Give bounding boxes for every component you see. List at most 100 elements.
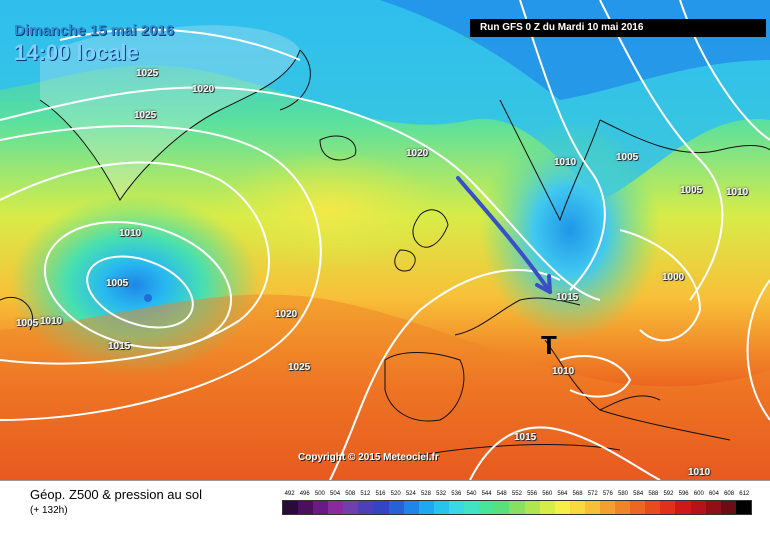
scale-swatch [539,501,555,514]
scale-swatch [373,501,389,514]
scale-swatch [720,501,736,514]
scale-label: 528 [420,491,431,497]
model-run-banner: Run GFS 0 Z du Mardi 10 mai 2016 [470,19,766,37]
scale-label: 556 [527,491,538,497]
isobar-label: 1000 [662,272,685,283]
scale-swatch [479,501,495,514]
scale-ticks: 492 496 500 504 508 512 516 520 524 528 532 536 540 5… [282,489,752,500]
scale-label: 500 [314,491,325,497]
scale-swatch [645,501,661,514]
scale-label: 492 [284,491,295,497]
isobar-label: 1015 [514,432,537,443]
scale-swatch [660,501,676,514]
scale-swatches [282,500,752,515]
scale-label: 508 [345,491,356,497]
scale-label: 496 [299,491,310,497]
scale-label: 596 [678,491,689,497]
low-pressure-marker: T [541,330,557,360]
scale-label: 544 [481,491,492,497]
scale-swatch [388,501,404,514]
legend-panel: Géop. Z500 & pression au sol (+ 132h) 49… [0,480,770,542]
scale-swatch [584,501,600,514]
scale-swatch [358,501,374,514]
isobar-label: 1010 [552,366,575,377]
scale-label: 592 [663,491,674,497]
low-center [144,294,152,302]
scale-label: 572 [587,491,598,497]
isobar-label: 1010 [40,316,63,327]
trajectory-arrow [456,176,552,294]
scale-swatch [705,501,721,514]
scale-swatch [675,501,691,514]
scale-label: 516 [375,491,386,497]
isobar-label: 1025 [288,362,311,373]
scale-label: 576 [602,491,613,497]
scale-swatch [524,501,540,514]
isobar-label: 1025 [134,110,157,121]
greenland [40,25,300,200]
color-scale: 492 496 500 504 508 512 516 520 524 528 532 536 540 5… [282,489,752,515]
scale-swatch [283,501,299,514]
scale-label: 524 [405,491,416,497]
isobar-label: 1015 [556,292,579,303]
scale-swatch [569,501,585,514]
scale-label: 504 [330,491,341,497]
legend-subtitle: (+ 132h) [30,505,68,516]
isobar-label: 1005 [680,185,703,196]
scale-swatch [630,501,646,514]
scale-swatch [735,501,751,514]
scale-swatch [313,501,329,514]
scale-swatch [464,501,480,514]
isobar-label: 1005 [616,152,639,163]
isobar-label: 1020 [192,84,215,95]
scale-swatch [690,501,706,514]
scale-swatch [328,501,344,514]
scale-label: 612 [739,491,750,497]
scale-label: 588 [648,491,659,497]
scale-swatch [615,501,631,514]
european-trough [480,120,660,340]
scale-swatch [599,501,616,514]
legend-title: Géop. Z500 & pression au sol [30,487,202,502]
isobar-label: 1020 [275,309,298,320]
scale-label: 512 [360,491,371,497]
scale-label: 552 [511,491,522,497]
scale-label: 600 [693,491,704,497]
scale-swatch [449,501,465,514]
forecast-time: 14:00 locale [14,40,139,65]
scale-swatch [554,501,570,514]
isobar-label: 1005 [16,318,39,329]
map-canvas [0,0,770,480]
coastlines [0,49,770,456]
isobar-label: 1005 [106,278,129,289]
scale-label: 580 [618,491,629,497]
isobar-label: 1010 [726,187,749,198]
scale-swatch [433,501,450,514]
isobar-label: 1010 [119,228,142,239]
scale-label: 532 [436,491,447,497]
forecast-date: Dimanche 15 mai 2016 [14,22,175,39]
scale-label: 520 [390,491,401,497]
scale-label: 608 [724,491,735,497]
scale-swatch [509,501,525,514]
copyright-notice: Copyright © 2015 Meteociel.fr [298,452,439,463]
scale-label: 560 [542,491,553,497]
isobar-label: 1010 [554,157,577,168]
scale-label: 548 [496,491,507,497]
isobar-label: 1015 [108,341,131,352]
scale-swatch [403,501,419,514]
scale-swatch [298,501,314,514]
scale-label: 540 [466,491,477,497]
isobars [0,0,770,480]
isobar-label: 1010 [688,467,711,478]
scale-label: 564 [557,491,568,497]
scale-label: 584 [633,491,644,497]
scale-label: 604 [708,491,719,497]
scale-label: 536 [451,491,462,497]
isobar-label: 1025 [136,68,159,79]
scale-swatch [418,501,434,514]
forecast-map: Dimanche 15 mai 2016 14:00 locale Run GF… [0,0,770,480]
scale-swatch [494,501,510,514]
scale-label: 568 [572,491,583,497]
